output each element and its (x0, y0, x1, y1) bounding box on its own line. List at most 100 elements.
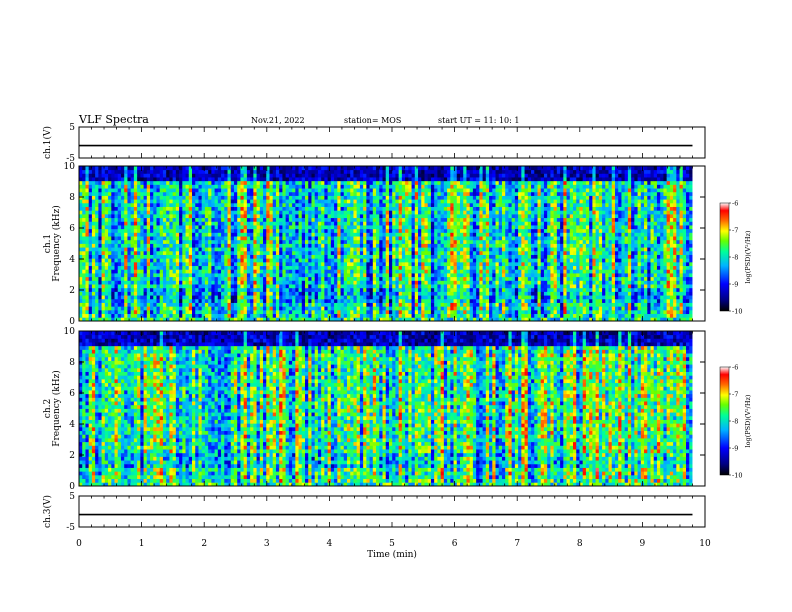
spectrogram-cell (437, 295, 442, 300)
spectrogram-cell (256, 243, 261, 248)
spectrogram-cell (256, 173, 261, 178)
spectrogram-cell (398, 180, 403, 185)
spectrogram-cell (324, 280, 329, 285)
spectrogram-cell (363, 221, 367, 226)
spectrogram-cell (253, 169, 257, 174)
spectrogram-cell (340, 191, 345, 196)
spectrogram-cell (346, 206, 351, 211)
spectrogram-cell (85, 284, 90, 289)
spectrogram-cell (233, 273, 238, 278)
spectrogram-cell (272, 258, 277, 263)
spectrogram-cell (340, 317, 345, 322)
spectrogram-cell (221, 302, 225, 307)
spectrogram-cell (392, 228, 396, 233)
spectrogram-cell (127, 210, 132, 215)
spectrogram-cell (295, 295, 299, 300)
spectrogram-cell (266, 199, 270, 204)
spectrogram-cell (418, 247, 422, 252)
spectrogram-cell (117, 295, 122, 300)
spectrogram-cell (256, 302, 261, 307)
spectrogram-cell (359, 225, 364, 230)
spectrogram-cell (324, 247, 329, 252)
spectrogram-cell (279, 225, 283, 230)
spectrogram-cell (398, 184, 403, 189)
spectrogram-cell (224, 302, 228, 307)
spectrogram-cell (230, 287, 235, 292)
spectrogram-cell (350, 265, 354, 270)
spectrogram-cell (253, 276, 257, 281)
spectrogram-cell (440, 210, 445, 215)
spectrogram-cell (369, 317, 374, 322)
spectrogram-cell (117, 232, 122, 237)
spectrogram-cell (324, 173, 329, 178)
spectrogram-cell (343, 302, 348, 307)
spectrogram-cell (376, 243, 380, 248)
spectrogram-cell (130, 298, 135, 303)
spectrogram-cell (259, 232, 264, 237)
spectrogram-cell (269, 191, 274, 196)
spectrogram-cell (188, 210, 193, 215)
spectrogram-cell (324, 213, 329, 219)
spectrogram-cell (330, 291, 335, 296)
spectrogram-cell (434, 247, 438, 252)
spectrogram-cell (272, 225, 277, 230)
spectrogram-cell (95, 298, 99, 303)
spectrogram-cell (120, 184, 125, 189)
spectrogram-cell (224, 221, 228, 226)
spectrogram-cell (85, 217, 90, 222)
spectrogram-cell (98, 313, 102, 318)
spectrogram-cell (447, 184, 451, 189)
spectrogram-cell (301, 239, 306, 244)
spectrogram-cell (250, 202, 254, 207)
spectrogram-cell (79, 313, 83, 318)
spectrogram-cell (208, 298, 212, 303)
spectrogram-cell (224, 228, 228, 233)
spectrogram-cell (372, 247, 377, 252)
spectrogram-cell (120, 228, 125, 233)
spectrogram-cell (411, 195, 416, 200)
spectrogram-cell (188, 317, 193, 322)
spectrogram-cell (301, 210, 306, 215)
spectrogram-cell (379, 317, 383, 322)
spectrogram-cell (137, 280, 141, 285)
spectrogram-cell (363, 276, 367, 281)
spectrogram-cell (140, 298, 144, 303)
spectrogram-cell (295, 287, 299, 292)
spectrogram-cell (379, 287, 383, 292)
spectrogram-cell (350, 258, 354, 263)
spectrogram-cell (447, 273, 451, 278)
spectrogram-cell (120, 236, 125, 241)
spectrogram-cell (272, 273, 277, 278)
spectrogram-cell (124, 184, 128, 189)
spectrogram-cell (130, 202, 135, 207)
spectrogram-cell (79, 265, 83, 270)
spectrogram-cell (392, 184, 396, 189)
spectrogram-cell (392, 169, 396, 174)
spectrogram-cell (259, 276, 264, 281)
spectrogram-cell (179, 228, 183, 233)
spectrogram-cell (356, 177, 361, 182)
spectrogram-cell (166, 228, 170, 233)
spectrogram-cell (182, 177, 186, 182)
spectrogram-cell (185, 261, 190, 267)
spectrogram-cell (185, 232, 190, 237)
spectrogram-cell (104, 287, 109, 292)
spectrogram-cell (327, 169, 332, 174)
spectrogram-cell (376, 188, 380, 193)
spectrogram-cell (346, 188, 351, 193)
spectrogram-cell (308, 247, 312, 252)
spectrogram-cell (104, 221, 109, 226)
spectrogram-cell (185, 180, 190, 185)
spectrogram-cell (162, 191, 167, 196)
spectrogram-cell (443, 225, 448, 230)
spectrogram-cell (279, 287, 283, 292)
spectrogram-cell (88, 184, 93, 189)
spectrogram-cell (127, 217, 132, 222)
spectrogram-cell (217, 250, 222, 255)
spectrogram-cell (424, 228, 429, 233)
spectrogram-cell (114, 177, 119, 182)
spectrogram-cell (359, 284, 364, 289)
spectrogram-cell (324, 166, 329, 171)
spectrogram-cell (350, 306, 354, 311)
spectrogram-cell (301, 276, 306, 281)
